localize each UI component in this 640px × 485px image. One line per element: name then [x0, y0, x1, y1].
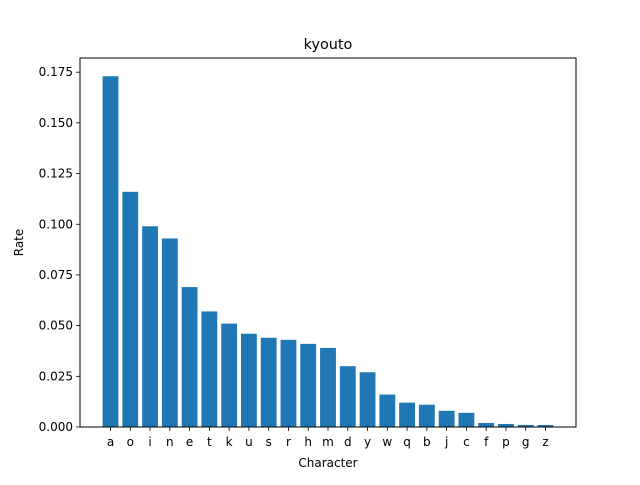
bar-z: [537, 424, 554, 427]
x-tick-label: r: [286, 435, 291, 449]
bar-o: [122, 191, 139, 427]
x-tick-label: i: [148, 435, 151, 449]
x-tick-label: s: [266, 435, 272, 449]
bar-c: [458, 412, 475, 427]
x-tick-label: y: [364, 435, 371, 449]
bar-g: [517, 424, 534, 427]
y-tick-label: 0.025: [39, 369, 73, 383]
x-tick-label: h: [304, 435, 312, 449]
bar-a: [102, 76, 119, 427]
bar-u: [241, 333, 257, 427]
bar-y: [359, 372, 376, 427]
y-tick-label: 0.100: [39, 217, 73, 231]
plot-frame: [79, 57, 577, 428]
chart-title: kyouto: [304, 37, 353, 53]
x-axis-label: Character: [298, 456, 357, 470]
x-tick-label: m: [322, 435, 334, 449]
x-tick-label: q: [403, 435, 411, 449]
x-tick-label: j: [444, 435, 448, 449]
y-axis-ticks: 0.000 0.025 0.050 0.075 0.100 0.125 0.150 0.175: [39, 65, 80, 434]
x-tick-label: a: [107, 435, 114, 449]
bar-p: [498, 423, 514, 427]
x-tick-label: w: [382, 435, 392, 449]
bar-w: [379, 394, 396, 427]
x-tick-label: o: [127, 435, 134, 449]
bar-j: [438, 410, 455, 427]
bar-d: [339, 366, 356, 427]
bar-b: [418, 404, 435, 427]
x-tick-label: z: [542, 435, 548, 449]
x-tick-label: u: [245, 435, 253, 449]
y-tick-label: 0.050: [39, 319, 73, 333]
x-tick-label: n: [166, 435, 174, 449]
bar-s: [260, 337, 277, 427]
bar-h: [300, 343, 317, 427]
x-tick-label: e: [186, 435, 193, 449]
bars: [102, 76, 554, 427]
bar-m: [320, 347, 336, 427]
bar-n: [161, 238, 178, 427]
bar-t: [201, 311, 218, 427]
y-tick-label: 0.150: [39, 116, 73, 130]
bar-k: [221, 323, 238, 427]
bar-e: [181, 287, 198, 427]
bar-f: [478, 422, 495, 427]
x-tick-label: p: [502, 435, 510, 449]
x-tick-label: k: [226, 435, 233, 449]
bar-q: [399, 402, 415, 427]
x-tick-label: d: [344, 435, 352, 449]
bar-i: [142, 226, 158, 427]
x-tick-label: g: [522, 435, 530, 449]
y-tick-label: 0.000: [39, 420, 73, 434]
y-axis-label: Rate: [12, 229, 26, 257]
x-tick-label: b: [423, 435, 431, 449]
y-tick-label: 0.175: [39, 65, 73, 79]
y-tick-label: 0.125: [39, 167, 73, 181]
x-tick-label: t: [207, 435, 212, 449]
x-tick-label: c: [463, 435, 470, 449]
x-tick-label: f: [484, 435, 489, 449]
y-tick-label: 0.075: [39, 268, 73, 282]
bar-r: [280, 339, 297, 427]
